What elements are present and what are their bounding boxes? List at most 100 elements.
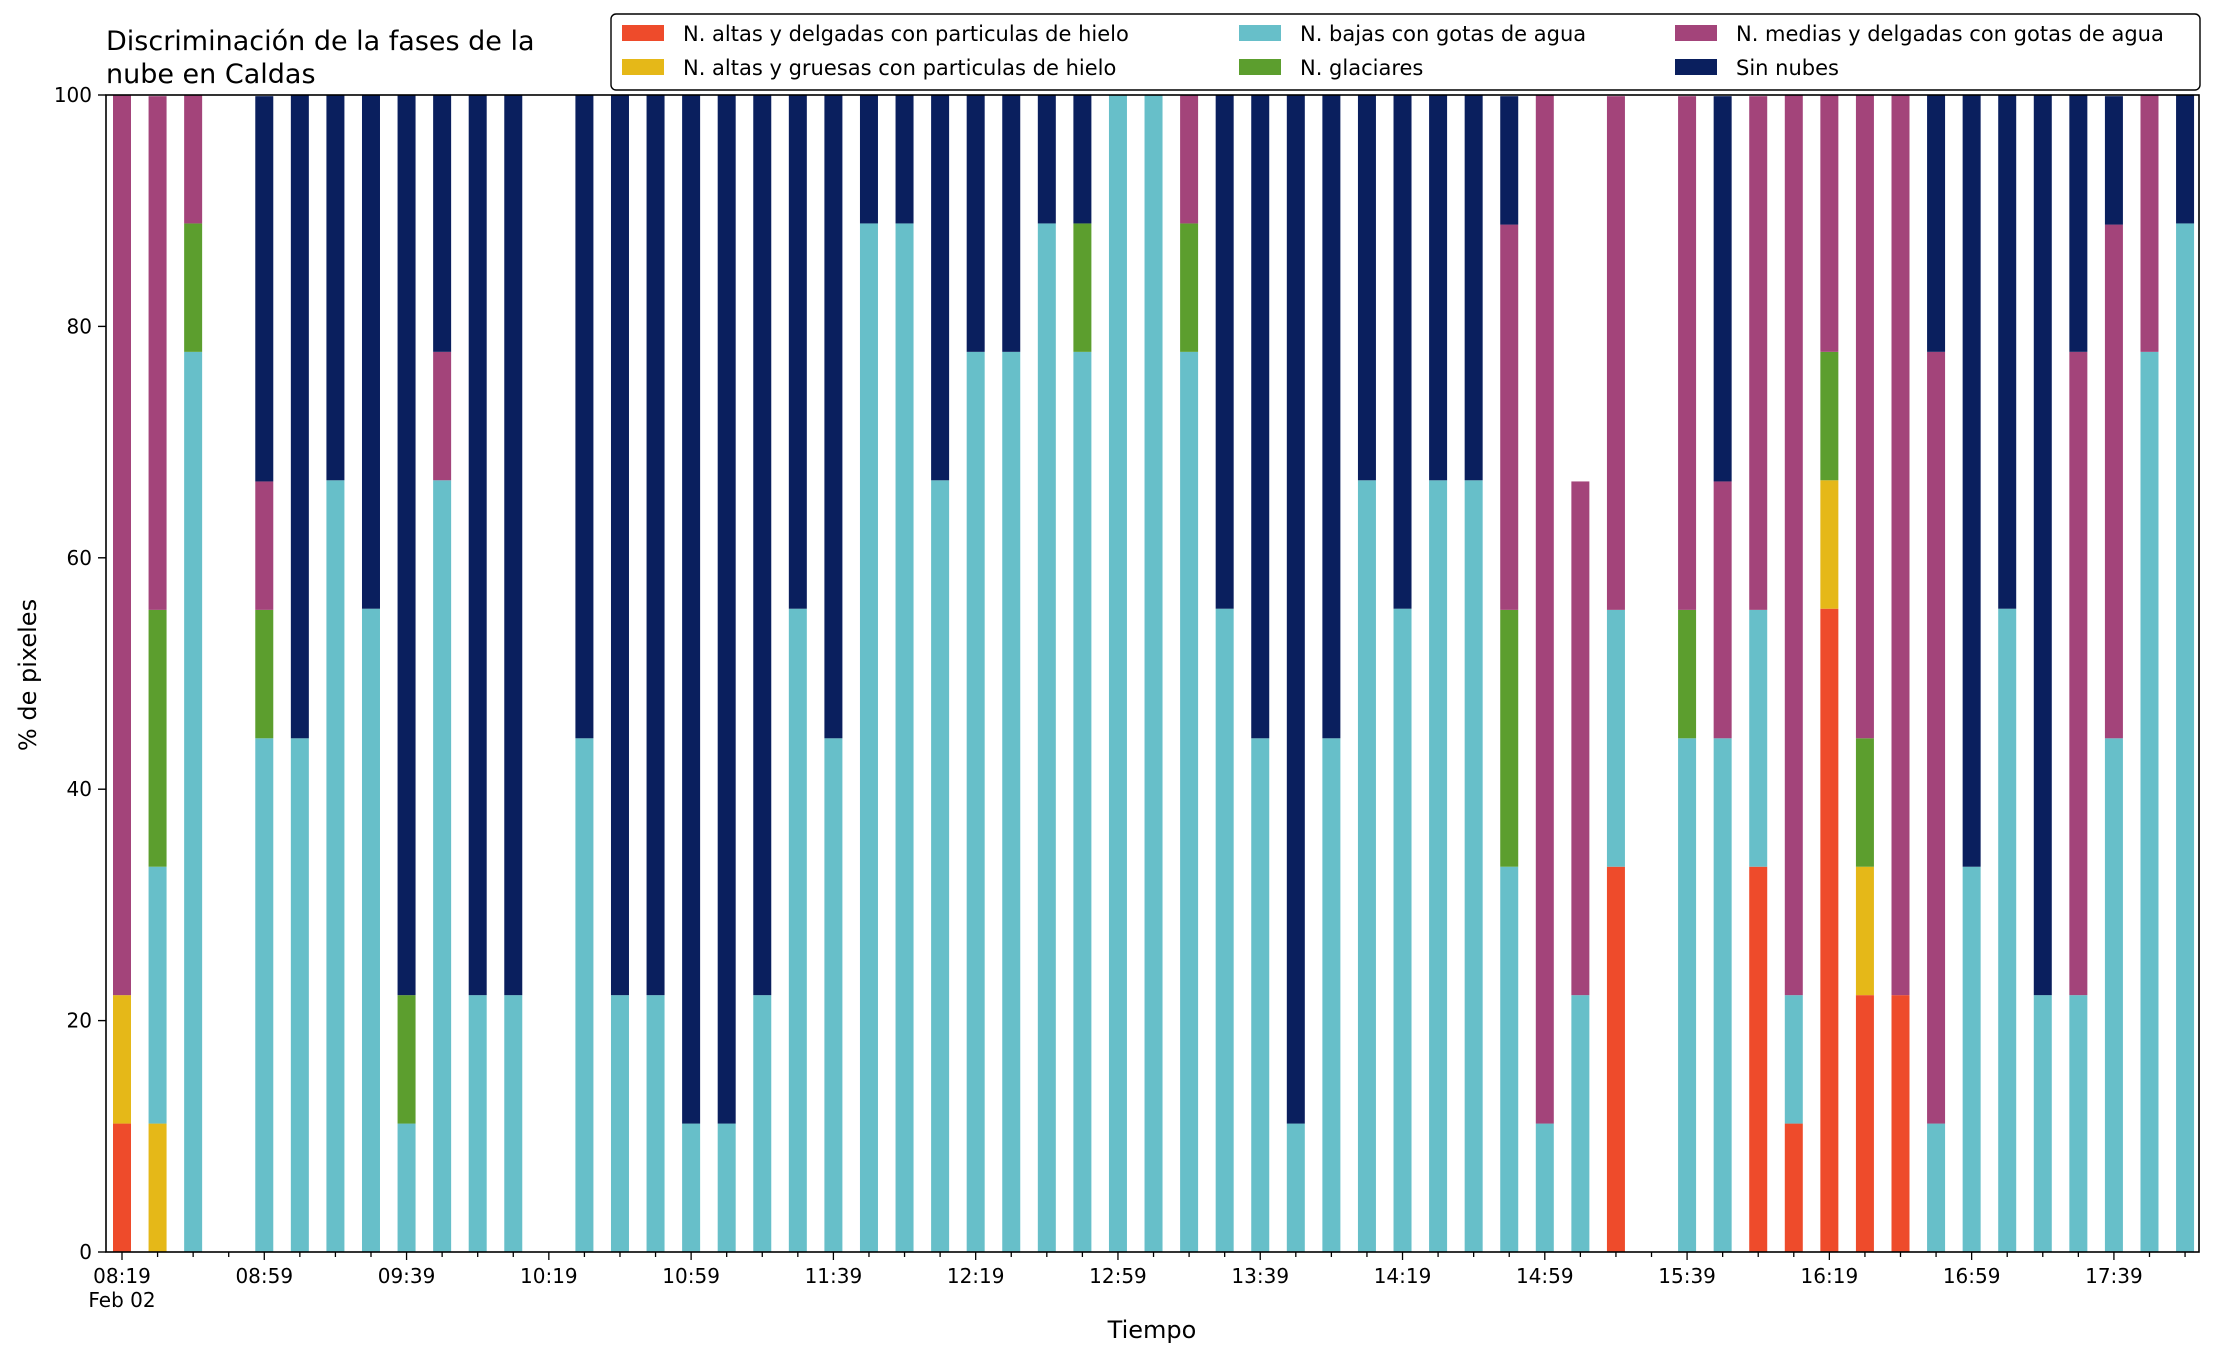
bar-segment <box>1464 480 1483 1252</box>
bar-segment <box>1357 480 1376 1252</box>
bar-segment <box>1535 1123 1554 1252</box>
x-tick-label: 17:39 <box>2085 1264 2143 1288</box>
bar-segment <box>753 995 772 1252</box>
bar-segment <box>2033 95 2052 996</box>
legend-swatch <box>1239 59 1281 75</box>
bar-segment <box>1678 738 1697 1252</box>
bar-segment <box>1820 480 1839 609</box>
x-tick-label: 14:59 <box>1516 1264 1574 1288</box>
bar-segment <box>2104 738 2123 1252</box>
bar-segment <box>895 223 914 1253</box>
bar-segment <box>2176 95 2195 224</box>
bar-segment <box>1322 738 1341 1252</box>
bar-segment <box>433 480 452 1252</box>
legend-label: N. medias y delgadas con gotas de agua <box>1736 22 2164 46</box>
x-tick-label: 09:39 <box>378 1264 436 1288</box>
bar-segment <box>1606 96 1625 610</box>
bar-segment <box>1891 995 1910 1252</box>
bar-segment <box>1749 96 1768 610</box>
bar-segment <box>1500 609 1519 867</box>
bar-segment <box>148 609 167 867</box>
bar-segment <box>931 95 950 481</box>
bar-segment <box>397 95 416 996</box>
bar-segment <box>1429 480 1448 1252</box>
bar-segment <box>1002 95 1021 352</box>
bar-segment <box>682 95 701 1124</box>
bar-segment <box>1073 351 1092 1253</box>
bar-segment <box>433 95 452 352</box>
bar-segment <box>1571 995 1590 1252</box>
bar-segment <box>1820 608 1839 1252</box>
bar-segment <box>646 95 665 996</box>
bar-segment <box>1144 95 1163 1252</box>
bar-segment <box>433 351 452 481</box>
bar-segment <box>966 95 985 352</box>
x-tick-label: 14:19 <box>1374 1264 1432 1288</box>
bar-segment <box>1286 95 1305 1124</box>
bar-segment <box>717 1123 736 1252</box>
bar-segment <box>1215 608 1234 1252</box>
bar-segment <box>361 608 380 1252</box>
legend-swatch <box>622 25 664 41</box>
bar-segment <box>1713 481 1732 739</box>
bar-segment <box>1251 738 1270 1252</box>
y-tick-label: 40 <box>67 777 92 801</box>
bar-segment <box>397 995 416 1124</box>
bar-segment <box>788 608 807 1252</box>
bar-segment <box>1678 609 1697 739</box>
bar-segment <box>255 609 274 739</box>
bar-segment <box>682 1123 701 1252</box>
bar-segment <box>2140 95 2159 352</box>
bar-segment <box>1500 224 1519 610</box>
bar-segment <box>753 95 772 996</box>
bar-segment <box>1749 609 1768 867</box>
bar-segment <box>1927 1123 1946 1252</box>
bar-segment <box>966 351 985 1253</box>
bar-segment <box>895 95 914 224</box>
chart-title-line-2: nube en Caldas <box>106 59 316 90</box>
bar-segment <box>504 95 523 996</box>
bar-segment <box>859 95 878 224</box>
x-tick-date-label: Feb 02 <box>88 1288 155 1312</box>
x-tick-label: 13:39 <box>1231 1264 1289 1288</box>
bar-segment <box>1073 223 1092 352</box>
legend-swatch <box>622 59 664 75</box>
x-tick-label: 15:39 <box>1658 1264 1716 1288</box>
bar-segment <box>1357 95 1376 481</box>
legend-frame <box>610 13 2201 91</box>
legend-swatch <box>1675 59 1717 75</box>
bar-segment <box>255 481 274 610</box>
x-tick-label: 10:59 <box>662 1264 720 1288</box>
chart-title-line-1: Discriminación de la fases de la <box>106 26 535 57</box>
bar-segment <box>1606 609 1625 867</box>
bar-segment <box>148 866 167 1124</box>
bar-segment <box>1500 866 1519 1252</box>
y-axis: 0 20 40 60 80 100 <box>54 83 106 1264</box>
x-tick-label: 10:19 <box>520 1264 578 1288</box>
y-tick-label: 100 <box>54 83 92 107</box>
bar-segment <box>1962 866 1981 1252</box>
bar-segment <box>1322 95 1341 739</box>
bar-segment <box>2033 995 2052 1252</box>
bar-segment <box>575 738 594 1252</box>
bar-segment <box>1962 95 1981 867</box>
bar-segment <box>326 95 345 481</box>
bar-segment <box>1393 95 1412 609</box>
bar-segment <box>824 95 843 739</box>
legend: N. altas y delgadas con particulas de hi… <box>610 13 2201 91</box>
y-tick-label: 60 <box>67 546 92 570</box>
bar-segment <box>1855 738 1874 867</box>
bar-segment <box>1393 608 1412 1252</box>
x-tick-label: 16:19 <box>1801 1264 1859 1288</box>
bars-layer <box>113 95 2195 1253</box>
bar-segment <box>113 995 131 1124</box>
legend-swatch <box>1239 25 1281 41</box>
legend-label: N. glaciares <box>1300 56 1423 80</box>
bar-segment <box>1820 351 1839 481</box>
bar-segment <box>2069 351 2088 996</box>
bar-segment <box>1891 95 1910 996</box>
bar-segment <box>2176 223 2195 1253</box>
bar-segment <box>468 95 487 996</box>
bar-segment <box>1927 351 1946 1124</box>
